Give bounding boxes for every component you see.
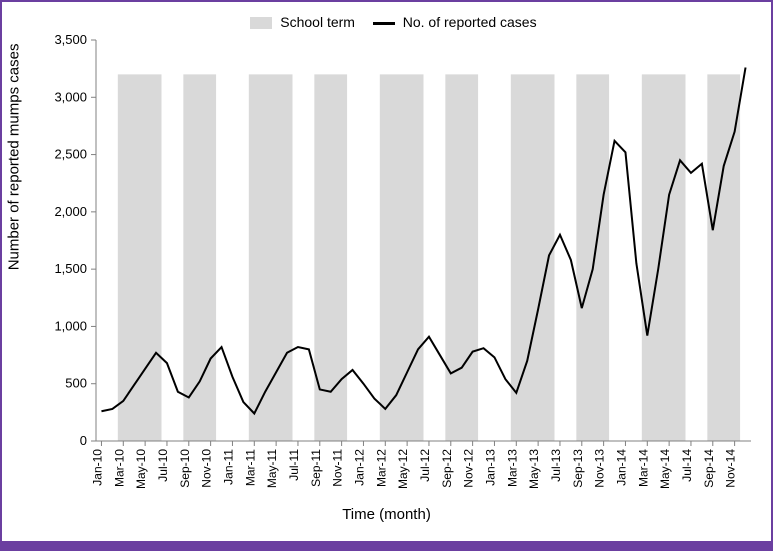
y-tick-label: 2,500 — [54, 147, 87, 162]
x-tick-label: Sep-10 — [178, 449, 192, 488]
x-tick-label: May-14 — [658, 449, 672, 489]
x-axis-label-wrap: Time (month) — [6, 506, 767, 523]
x-tick-label: Nov-10 — [200, 449, 214, 488]
x-tick-label: Sep-11 — [309, 449, 323, 487]
school-term-bar — [642, 74, 686, 441]
x-tick-label: May-10 — [134, 449, 148, 489]
x-tick-label: Mar-12 — [374, 449, 388, 487]
x-tick-label: Jul-14 — [680, 449, 694, 482]
x-tick-label: Jul-12 — [418, 449, 432, 482]
x-tick-label: May-12 — [396, 449, 410, 489]
x-tick-label: Sep-12 — [440, 449, 454, 488]
y-tick-label: 3,500 — [54, 32, 87, 47]
y-tick-label: 3,000 — [54, 89, 87, 104]
x-tick-label: May-13 — [527, 449, 541, 489]
y-tick-label: 1,500 — [54, 261, 87, 276]
legend: School term No. of reported cases — [6, 14, 767, 30]
bottom-accent-bar — [2, 541, 771, 549]
x-tick-label: Jul-10 — [156, 449, 170, 482]
x-tick-label: Nov-11 — [331, 449, 345, 487]
legend-swatch-school-term — [250, 17, 272, 29]
x-tick-label: Nov-12 — [462, 449, 476, 488]
x-tick-label: Sep-14 — [702, 449, 716, 488]
x-tick-label: Nov-14 — [724, 449, 738, 488]
y-tick-label: 500 — [65, 376, 87, 391]
school-term-bar — [249, 74, 293, 441]
school-term-bar — [118, 74, 162, 441]
x-tick-label: Jul-13 — [549, 449, 563, 482]
x-tick-label: Nov-13 — [593, 449, 607, 488]
y-tick-label: 1,000 — [54, 318, 87, 333]
x-tick-label: Mar-13 — [505, 449, 519, 487]
x-tick-label: Mar-14 — [636, 449, 650, 487]
x-tick-label: Mar-11 — [243, 449, 257, 486]
x-tick-label: Jan-12 — [352, 449, 366, 486]
x-tick-label: Jan-11 — [221, 449, 235, 485]
chart-svg: 0 500 1,000 1,500 2,000 2,500 3,000 3,500 Jan-10… — [6, 6, 771, 539]
x-tick-label: Jul-11 — [287, 449, 301, 481]
y-tick-label: 2,000 — [54, 204, 87, 219]
x-tick-label: Sep-13 — [571, 449, 585, 488]
school-term-bar — [445, 74, 478, 441]
x-tick-label: Mar-10 — [112, 449, 126, 487]
x-tick-label: Jan-14 — [614, 449, 628, 486]
school-term-bar — [183, 74, 216, 441]
chart-area: School term No. of reported cases Number… — [6, 6, 767, 537]
legend-label-school-term: School term — [280, 14, 355, 30]
x-tick-label: May-11 — [265, 449, 279, 488]
x-axis-label: Time (month) — [342, 506, 431, 523]
legend-label-cases: No. of reported cases — [403, 14, 537, 30]
y-axis-label: Number of reported mumps cases — [6, 43, 23, 270]
x-tick-label: Jan-10 — [90, 449, 104, 486]
chart-frame: School term No. of reported cases Number… — [0, 0, 773, 551]
y-tick-label: 0 — [80, 433, 87, 448]
legend-line-cases — [373, 22, 395, 25]
school-term-bar — [576, 74, 609, 441]
x-tick-label: Jan-13 — [483, 449, 497, 486]
